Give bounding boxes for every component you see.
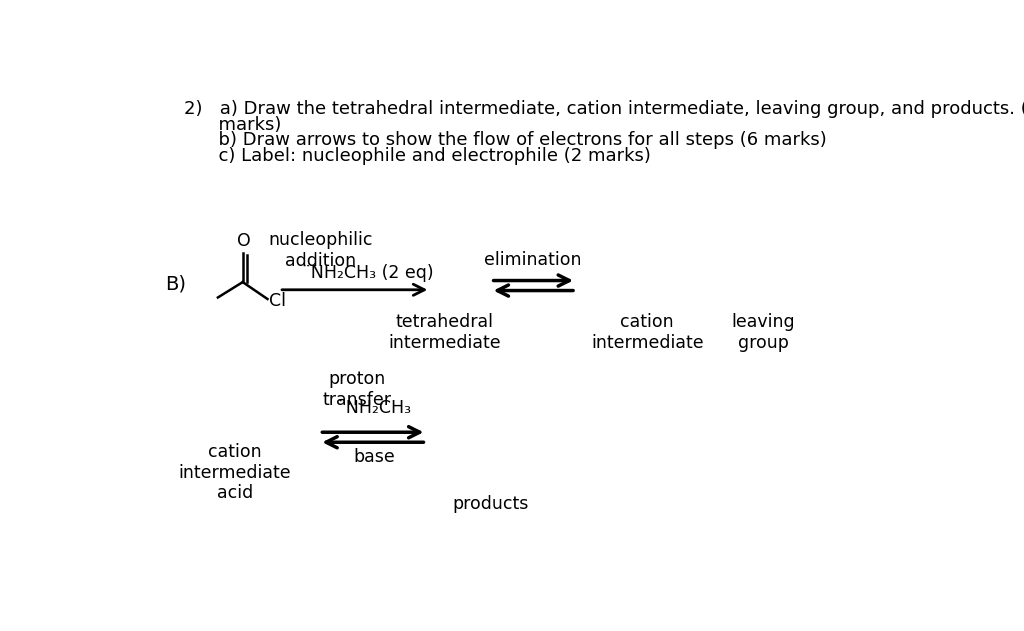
Text: c) Label: nucleophile and electrophile (2 marks): c) Label: nucleophile and electrophile (… — [183, 146, 650, 165]
Text: B): B) — [165, 274, 186, 293]
Text: leaving
group: leaving group — [732, 313, 796, 351]
Text: cation
intermediate: cation intermediate — [591, 313, 703, 351]
Text: elimination: elimination — [483, 251, 582, 269]
Text: proton
transfer: proton transfer — [323, 370, 391, 409]
Text: ¨NH₂CH₃: ¨NH₂CH₃ — [337, 399, 412, 417]
Text: cation
intermediate: cation intermediate — [178, 443, 291, 482]
Text: 2)   a) Draw the tetrahedral intermediate, cation intermediate, leaving group, a: 2) a) Draw the tetrahedral intermediate,… — [183, 100, 1024, 119]
Text: ¨NH₂CH₃ (2 eq): ¨NH₂CH₃ (2 eq) — [302, 264, 434, 281]
Text: Cl: Cl — [269, 292, 286, 310]
Text: acid: acid — [217, 484, 253, 502]
Text: O: O — [238, 232, 251, 250]
Text: products: products — [453, 495, 528, 514]
Text: marks): marks) — [183, 115, 282, 134]
Text: nucleophilic
addition: nucleophilic addition — [268, 231, 373, 270]
Text: base: base — [353, 449, 395, 466]
Text: tetrahedral
intermediate: tetrahedral intermediate — [388, 313, 501, 351]
Text: b) Draw arrows to show the flow of electrons for all steps (6 marks): b) Draw arrows to show the flow of elect… — [183, 131, 826, 149]
